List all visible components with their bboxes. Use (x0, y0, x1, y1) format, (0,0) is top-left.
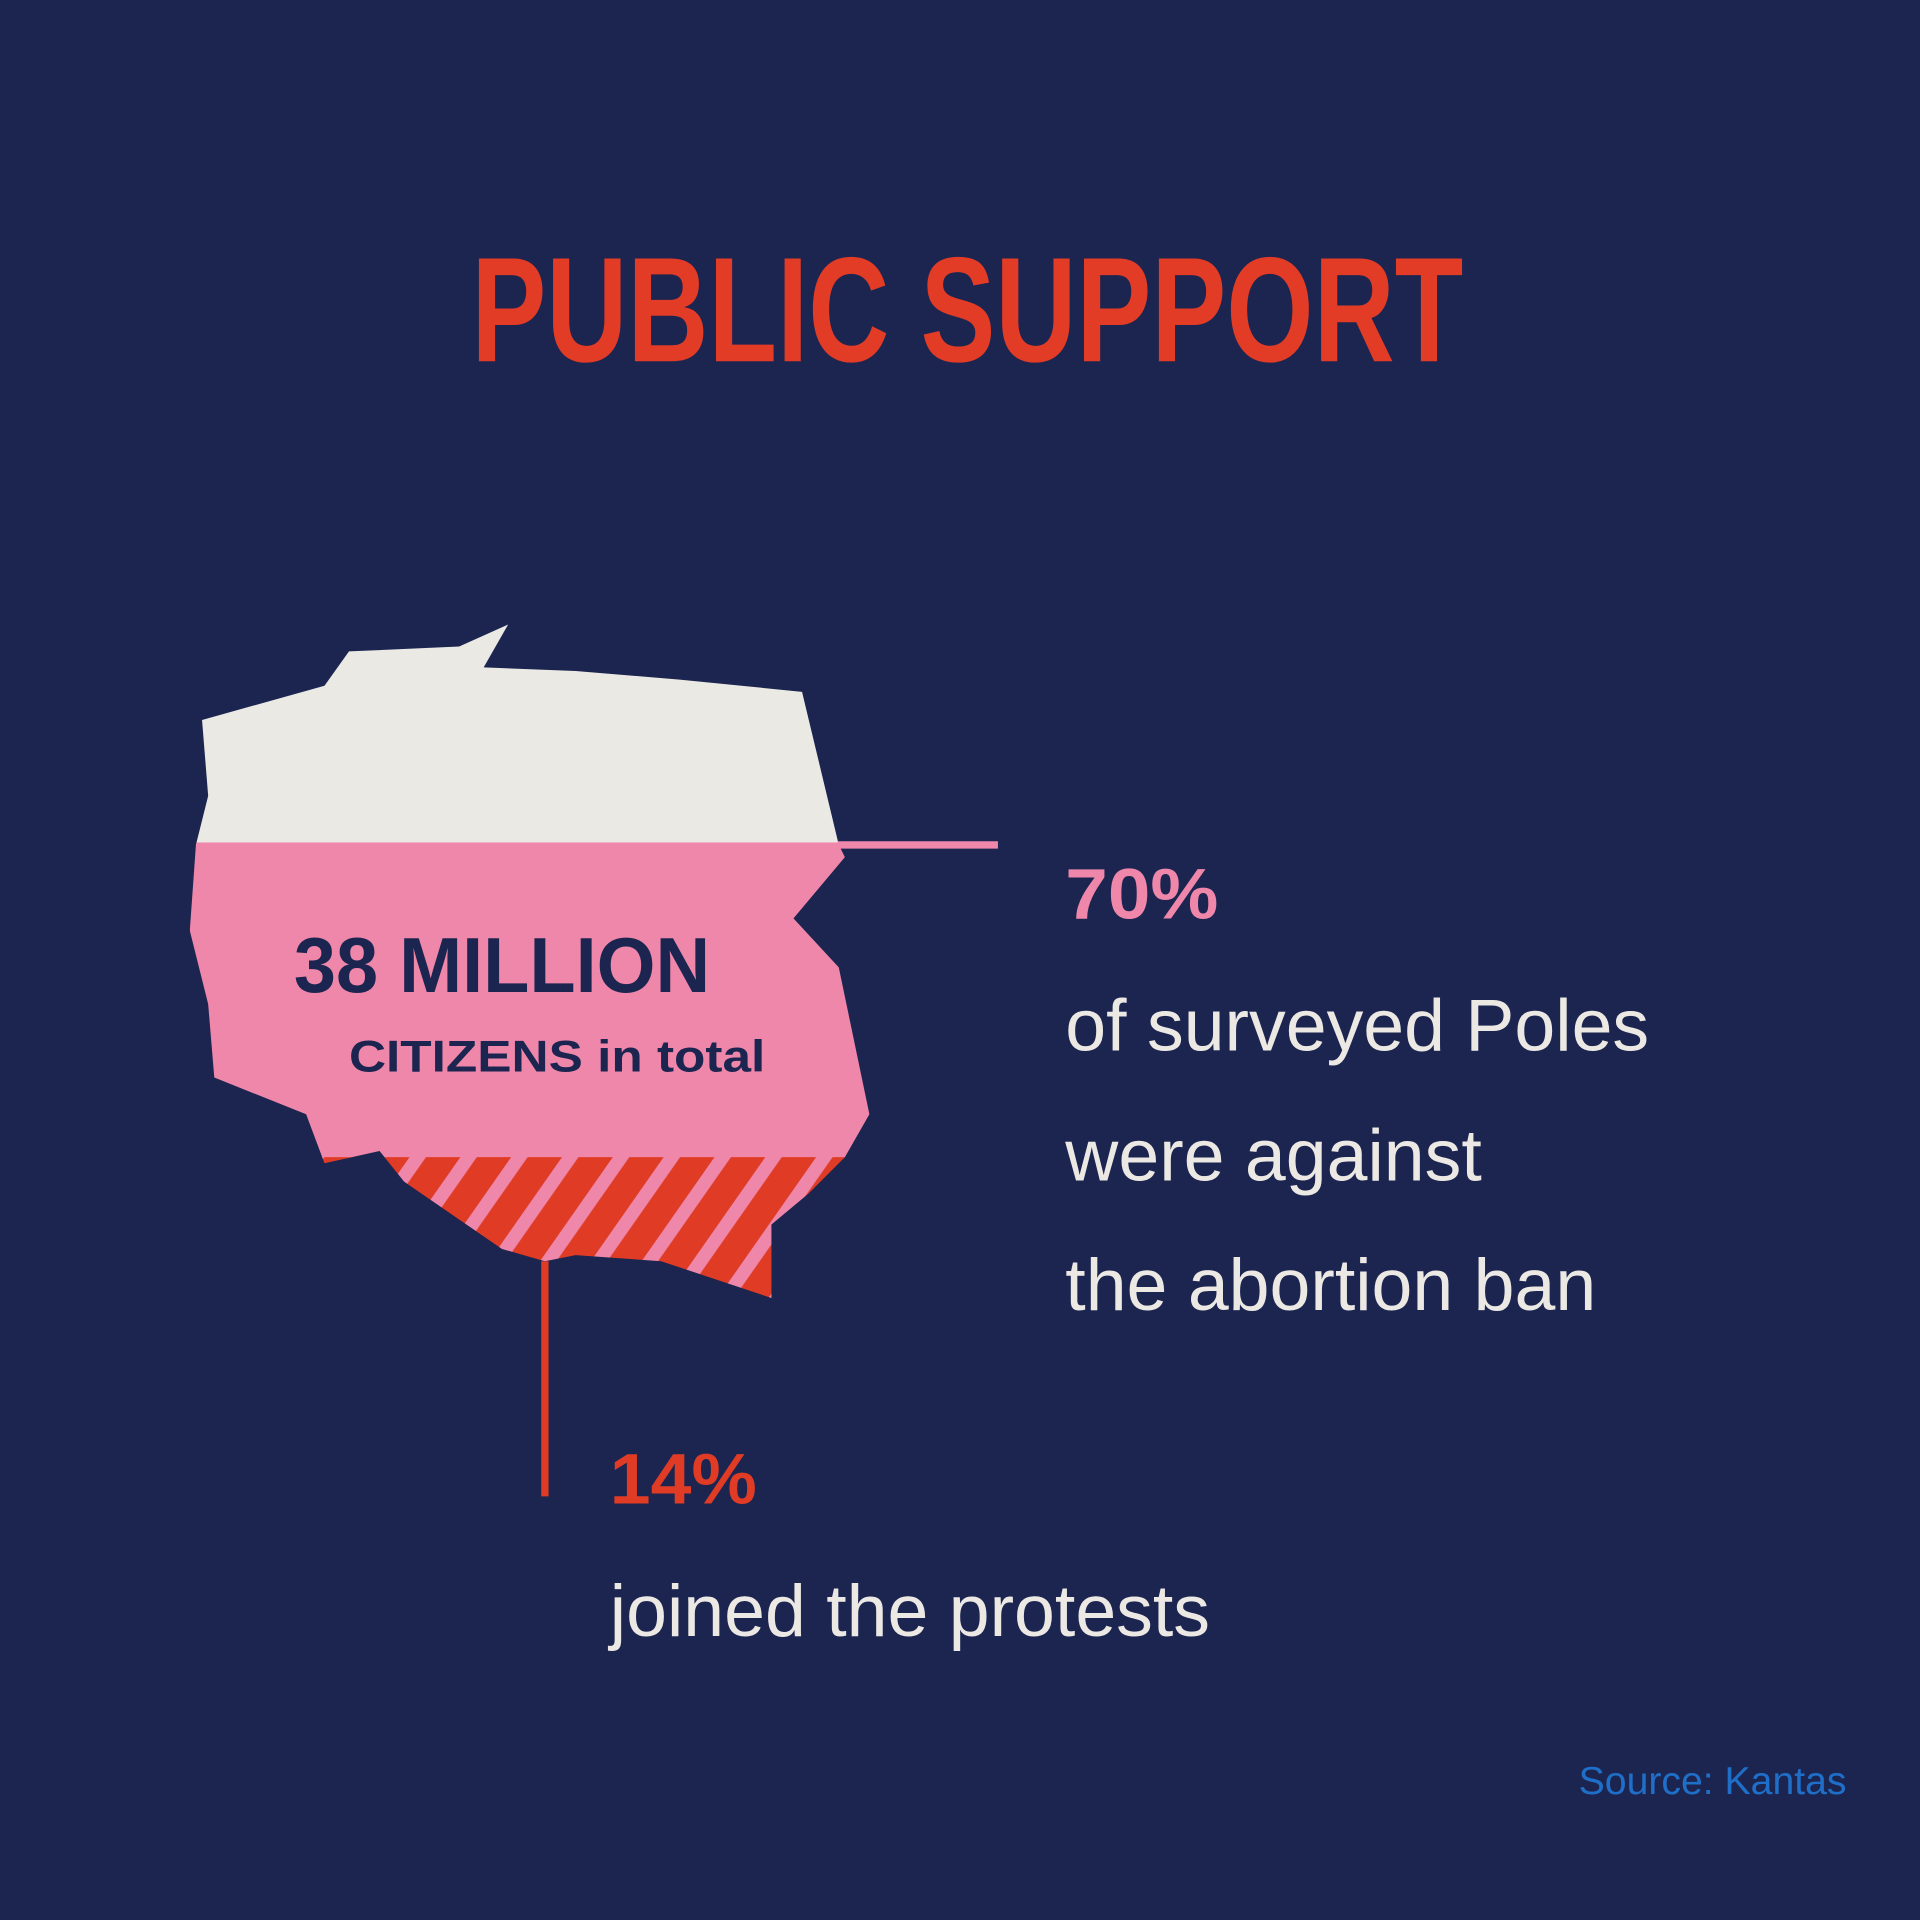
total: 38 MILLION (294, 921, 710, 1009)
stat-line: were against (1064, 1113, 1481, 1196)
total-caption: CITIZENS in total (349, 1032, 765, 1081)
stat-line: the abortion ban (1065, 1243, 1596, 1326)
stat-value: 14% (610, 1441, 757, 1520)
source: Source: Kantas (1579, 1760, 1847, 1803)
stat-line: of surveyed Poles (1065, 984, 1649, 1067)
map-pink (189, 842, 870, 1159)
title: PUBLIC SUPPORT (471, 226, 1463, 393)
stat-line: joined the protests (608, 1569, 1210, 1652)
stat-value: 70% (1065, 855, 1218, 934)
